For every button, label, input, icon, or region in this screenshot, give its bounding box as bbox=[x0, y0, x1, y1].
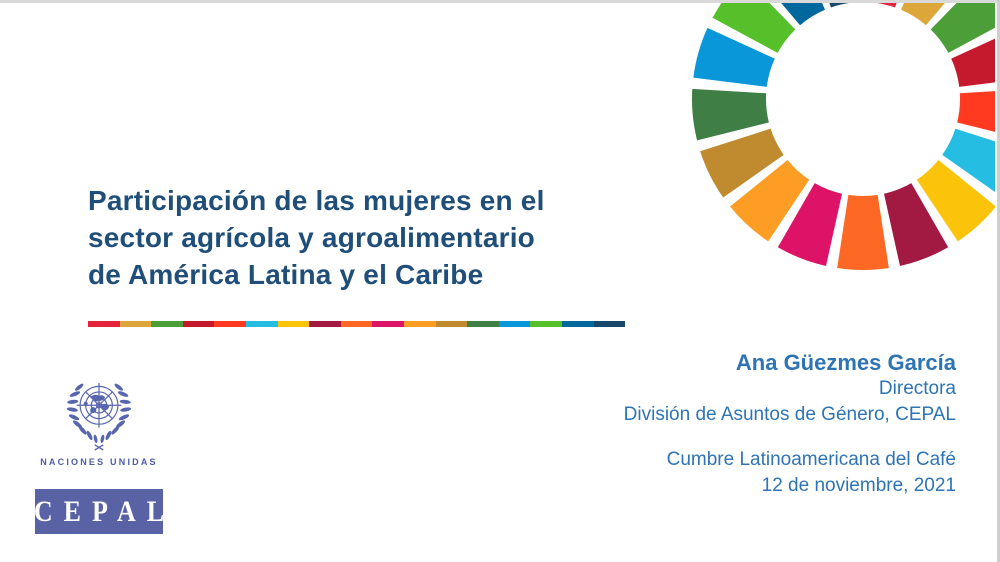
divider-segment bbox=[151, 321, 183, 327]
sdg-wheel-segment bbox=[692, 88, 769, 141]
sdg-wheel-segment bbox=[951, 38, 995, 87]
divider-segment bbox=[309, 321, 341, 327]
sdg-color-divider bbox=[88, 321, 626, 327]
divider-segment bbox=[435, 321, 468, 327]
sdg-wheel-segment bbox=[829, 3, 850, 8]
sdg-wheel-segment bbox=[777, 183, 843, 266]
cepal-logo: CEPAL bbox=[34, 489, 164, 534]
sdg-wheel-segment bbox=[693, 27, 775, 87]
sdg-wheel-segment bbox=[883, 183, 949, 266]
divider-segment bbox=[119, 321, 152, 327]
divider-segment bbox=[88, 321, 120, 327]
cepal-label: CEPAL bbox=[33, 494, 176, 528]
divider-segment bbox=[214, 321, 246, 327]
divider-segment bbox=[498, 321, 531, 327]
speaker-name: Ana Güezmes García bbox=[735, 350, 956, 375]
divider-segment bbox=[403, 321, 436, 327]
sdg-wheel-segment bbox=[930, 3, 995, 53]
un-label: NACIONES UNIDAS bbox=[40, 457, 158, 467]
un-logo: NACIONES UNIDAS bbox=[40, 372, 158, 467]
event-name: Cumbre Latinoamericana del Café bbox=[666, 449, 956, 470]
title-line-2: sector agrícola y agroalimentario bbox=[88, 222, 535, 253]
slide-top-border bbox=[0, 0, 1000, 3]
divider-segment bbox=[182, 321, 215, 327]
divider-segment bbox=[277, 321, 310, 327]
sdg-wheel-segment bbox=[712, 3, 796, 53]
event-date: 12 de noviembre, 2021 bbox=[761, 474, 956, 496]
credits-block: Ana Güezmes García Directora División de… bbox=[496, 349, 956, 498]
sdg-wheel-segment bbox=[942, 128, 995, 192]
sdg-wheel-icon bbox=[0, 3, 995, 293]
sdg-wheel-segment bbox=[876, 3, 897, 8]
un-emblem-icon bbox=[40, 372, 158, 454]
speaker-division: División de Asuntos de Género, CEPAL bbox=[623, 403, 956, 425]
slide-right-border bbox=[997, 0, 1000, 562]
divider-segment bbox=[467, 321, 499, 327]
sdg-wheel-segment bbox=[781, 3, 825, 26]
divider-segment bbox=[561, 321, 594, 327]
divider-segment bbox=[340, 321, 373, 327]
sdg-wheel-segment bbox=[837, 194, 889, 271]
sdg-wheel-segment bbox=[916, 159, 995, 242]
title-line-1: Participación de las mujeres en el bbox=[88, 185, 545, 216]
sdg-wheel-segment bbox=[901, 3, 945, 26]
divider-segment bbox=[372, 321, 404, 327]
speaker-role: Directora bbox=[878, 378, 956, 399]
sdg-wheel-segment bbox=[957, 91, 995, 132]
divider-segment bbox=[530, 321, 562, 327]
title-line-3: de América Latina y el Caribe bbox=[88, 259, 484, 290]
divider-segment bbox=[593, 321, 626, 327]
sdg-wheel-segment bbox=[730, 159, 810, 242]
sdg-wheel-segment bbox=[700, 128, 784, 198]
divider-segment bbox=[245, 321, 278, 327]
slide-title: Participación de las mujeres en el secto… bbox=[88, 182, 668, 293]
